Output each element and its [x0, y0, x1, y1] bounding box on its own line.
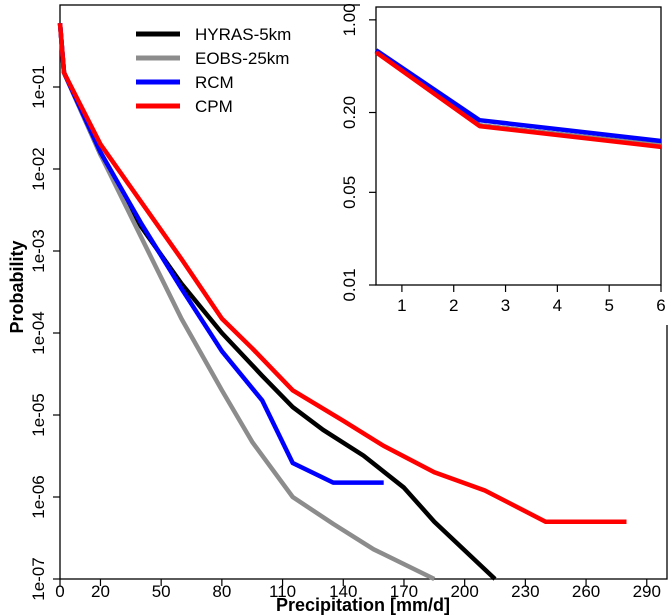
inset-series-line-rcm	[374, 48, 662, 144]
y-tick-label: 1e-01	[29, 65, 48, 108]
x-axis-title: Precipitation [mm/d]	[276, 595, 450, 615]
main-plot: 0 20 50 80 110 140 170 200 230 260 290 1e-07 1e-06 1e…	[7, 4, 668, 615]
y-tick-label: 1e-04	[29, 311, 48, 354]
legend-entry: RCM	[195, 73, 234, 92]
series-line-cpm	[57, 23, 627, 524]
y-tick-label: 1e-02	[29, 147, 48, 190]
inset-x-tick-label: 1	[397, 296, 406, 315]
x-tick-label: 290	[633, 582, 661, 601]
inset-x-tick-label: 4	[553, 296, 562, 315]
inset-y-tick-label: 0.05	[340, 176, 359, 209]
inset-frame	[375, 6, 662, 286]
y-tick-label: 1e-07	[29, 557, 48, 600]
inset-y-tick-label: 1.00	[340, 3, 359, 36]
inset-x-tick-label: 2	[449, 296, 458, 315]
y-tick-label: 1e-03	[29, 229, 48, 272]
legend-entry: HYRAS-5km	[195, 25, 291, 44]
y-tick-label: 1e-06	[29, 475, 48, 518]
inset-x-tick-label: 6	[656, 296, 665, 315]
y-axis-title: Probability	[7, 240, 27, 333]
x-tick-label: 260	[572, 582, 600, 601]
inset-plot: 1 2 3 4 5 6 0.01 0.05 0.20 1.00	[340, 1, 671, 325]
y-tick-label: 1e-05	[29, 393, 48, 436]
legend: HYRAS-5km EOBS-25km RCM CPM	[136, 25, 291, 116]
x-tick-label: 0	[55, 582, 64, 601]
x-tick-label: 140	[329, 582, 357, 601]
inset-x-tick-label: 5	[604, 296, 613, 315]
legend-entry: EOBS-25km	[195, 49, 289, 68]
x-tick-label: 200	[450, 582, 478, 601]
x-tick-label: 50	[152, 582, 171, 601]
x-tick-label: 110	[269, 582, 296, 601]
inset-y-tick-label: 0.01	[340, 268, 359, 301]
x-tick-label: 230	[511, 582, 539, 601]
x-tick-label: 170	[390, 582, 418, 601]
inset-y-tick-label: 0.20	[340, 96, 359, 129]
x-tick-label: 20	[91, 582, 110, 601]
inset-series-line-cpm	[374, 50, 662, 150]
x-tick-label: 80	[212, 582, 231, 601]
inset-x-tick-label: 3	[501, 296, 510, 315]
legend-entry: CPM	[195, 97, 233, 116]
